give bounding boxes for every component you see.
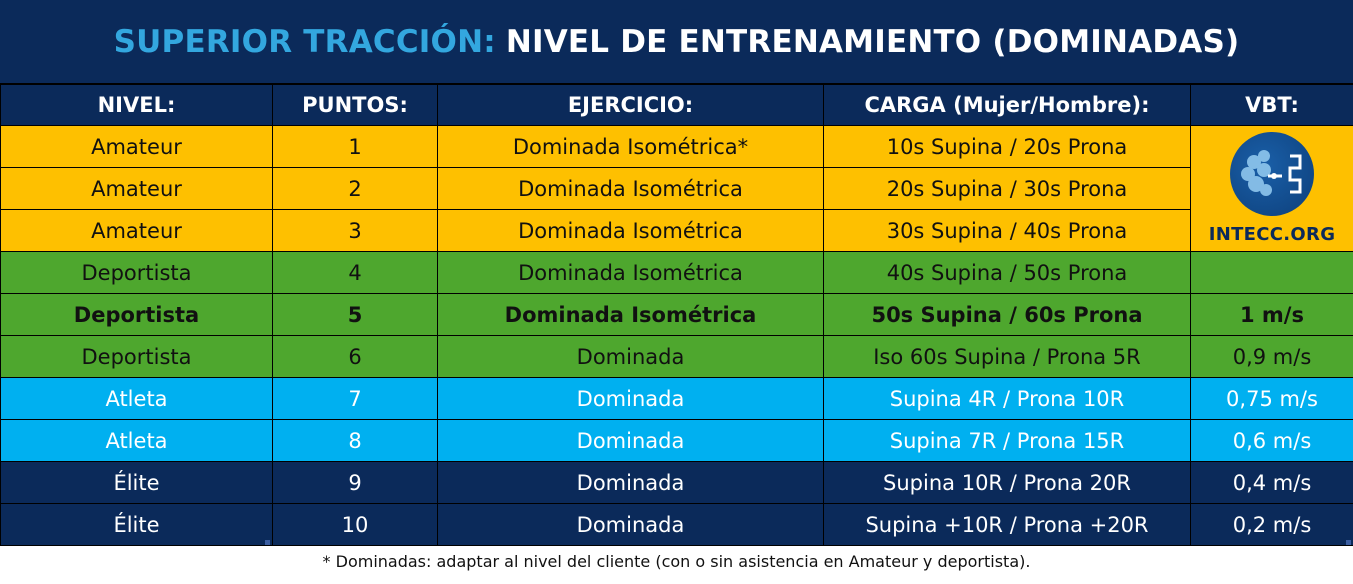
logo-text: INTECC.ORG	[1208, 224, 1336, 245]
title-accent: SUPERIOR TRACCIÓN:	[113, 23, 496, 60]
cell-puntos: 1	[272, 125, 438, 168]
cell-carga: Supina +10R / Prona +20R	[823, 503, 1191, 546]
header-vbt: VBT:	[1190, 84, 1353, 126]
cell-nivel: Élite	[0, 461, 273, 504]
cell-puntos: 7	[272, 377, 438, 420]
cell-ejercicio: Dominada Isométrica*	[437, 125, 824, 168]
cell-carga: Supina 7R / Prona 15R	[823, 419, 1191, 462]
cell-nivel: Deportista	[0, 251, 273, 294]
cell-ejercicio: Dominada	[437, 503, 824, 546]
cell-puntos: 8	[272, 419, 438, 462]
cell-ejercicio: Dominada Isométrica	[437, 209, 824, 252]
cell-carga: 40s Supina / 50s Prona	[823, 251, 1191, 294]
table-row: Deportista 5 Dominada Isométrica 50s Sup…	[0, 293, 1353, 336]
header-nivel: NIVEL:	[0, 84, 273, 126]
cell-ejercicio: Dominada Isométrica	[437, 293, 824, 336]
cell-carga: 10s Supina / 20s Prona	[823, 125, 1191, 168]
cell-vbt: 0,75 m/s	[1190, 377, 1353, 420]
cell-ejercicio: Dominada Isométrica	[437, 251, 824, 294]
cell-ejercicio: Dominada Isométrica	[437, 167, 824, 210]
cell-ejercicio: Dominada	[437, 377, 824, 420]
header-ejercicio: EJERCICIO:	[437, 84, 824, 126]
cell-puntos: 5	[272, 293, 438, 336]
cell-nivel: Élite	[0, 503, 273, 546]
table-resize-handle[interactable]	[1346, 540, 1351, 545]
cell-puntos: 2	[272, 167, 438, 210]
table-resize-handle[interactable]	[265, 540, 270, 545]
cell-carga: 50s Supina / 60s Prona	[823, 293, 1191, 336]
table-row: Amateur 3 Dominada Isométrica 30s Supina…	[0, 209, 1353, 252]
brain-logo-icon	[1230, 132, 1314, 216]
cell-vbt: 0,9 m/s	[1190, 335, 1353, 378]
cell-puntos: 9	[272, 461, 438, 504]
table-row: Atleta 7 Dominada Supina 4R / Prona 10R …	[0, 377, 1353, 420]
cell-puntos: 10	[272, 503, 438, 546]
cell-carga: Supina 10R / Prona 20R	[823, 461, 1191, 504]
cell-nivel: Amateur	[0, 167, 273, 210]
table-row: Deportista 6 Dominada Iso 60s Supina / P…	[0, 335, 1353, 378]
cell-puntos: 6	[272, 335, 438, 378]
cell-nivel: Deportista	[0, 335, 273, 378]
cell-nivel: Atleta	[0, 419, 273, 462]
cell-carga: Iso 60s Supina / Prona 5R	[823, 335, 1191, 378]
logo: INTECC.ORG	[1192, 132, 1353, 245]
cell-vbt: 0,4 m/s	[1190, 461, 1353, 504]
header-carga: CARGA (Mujer/Hombre):	[823, 84, 1191, 126]
title-main: NIVEL DE ENTRENAMIENTO (DOMINADAS)	[505, 23, 1240, 60]
table-row: Amateur 1 Dominada Isométrica* 10s Supin…	[0, 125, 1353, 252]
table-row: Élite 9 Dominada Supina 10R / Prona 20R …	[0, 461, 1353, 504]
table-header-row: NIVEL: PUNTOS: EJERCICIO: CARGA (Mujer/H…	[0, 84, 1353, 126]
title-bar: SUPERIOR TRACCIÓN: NIVEL DE ENTRENAMIENT…	[0, 0, 1353, 84]
cell-carga: 30s Supina / 40s Prona	[823, 209, 1191, 252]
cell-puntos: 4	[272, 251, 438, 294]
table-row: Atleta 8 Dominada Supina 7R / Prona 15R …	[0, 419, 1353, 462]
cell-vbt: 0,2 m/s	[1190, 503, 1353, 546]
cell-carga: 20s Supina / 30s Prona	[823, 167, 1191, 210]
table-row: Deportista 4 Dominada Isométrica 40s Sup…	[0, 251, 1353, 294]
cell-ejercicio: Dominada	[437, 461, 824, 504]
cell-nivel: Amateur	[0, 125, 273, 168]
cell-carga: Supina 4R / Prona 10R	[823, 377, 1191, 420]
cell-nivel: Deportista	[0, 293, 273, 336]
cell-puntos: 3	[272, 209, 438, 252]
table-row: Amateur 2 Dominada Isométrica 20s Supina…	[0, 167, 1353, 210]
cell-ejercicio: Dominada	[437, 419, 824, 462]
header-puntos: PUNTOS:	[272, 84, 438, 126]
cell-nivel: Amateur	[0, 209, 273, 252]
cell-nivel: Atleta	[0, 377, 273, 420]
cell-vbt-logo: INTECC.ORG	[1190, 125, 1353, 252]
cell-vbt: 0,6 m/s	[1190, 419, 1353, 462]
footnote: * Dominadas: adaptar al nivel del client…	[322, 552, 1031, 571]
levels-table: NIVEL: PUNTOS: EJERCICIO: CARGA (Mujer/H…	[0, 84, 1353, 546]
cell-vbt: 1 m/s	[1190, 293, 1353, 336]
cell-ejercicio: Dominada	[437, 335, 824, 378]
cell-vbt	[1190, 251, 1353, 294]
table-row: Élite 10 Dominada Supina +10R / Prona +2…	[0, 503, 1353, 546]
